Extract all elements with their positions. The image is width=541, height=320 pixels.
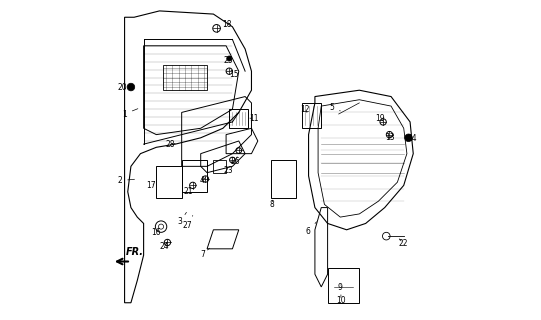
Text: 27: 27 [182,215,193,230]
Text: FR.: FR. [126,247,144,257]
Text: 7: 7 [200,248,209,259]
Circle shape [227,56,232,61]
Circle shape [405,134,412,142]
Text: 4: 4 [200,176,206,185]
Text: 21: 21 [183,187,193,196]
Circle shape [127,83,135,91]
Text: 11: 11 [249,114,259,123]
Text: 20: 20 [117,83,127,92]
Text: 15: 15 [229,70,239,79]
Text: 9: 9 [338,283,343,292]
Text: 13: 13 [385,133,395,142]
Text: 12: 12 [300,105,309,114]
Text: 5: 5 [329,103,340,112]
Text: 17: 17 [146,181,155,190]
Text: 6: 6 [306,222,316,236]
Text: 26: 26 [230,157,240,166]
Text: 10: 10 [336,295,346,305]
Text: 24: 24 [160,242,169,251]
Text: 23: 23 [224,162,233,175]
Text: 28: 28 [166,140,175,149]
Text: 18: 18 [222,20,232,29]
Text: 2: 2 [117,176,135,185]
Text: 8: 8 [270,200,274,209]
Text: 16: 16 [151,228,161,237]
Text: 25: 25 [224,56,233,65]
Text: 14: 14 [407,134,417,143]
Text: 3: 3 [177,212,187,226]
Text: 19: 19 [375,114,385,123]
Text: 1: 1 [122,109,138,118]
Text: 22: 22 [398,239,408,248]
